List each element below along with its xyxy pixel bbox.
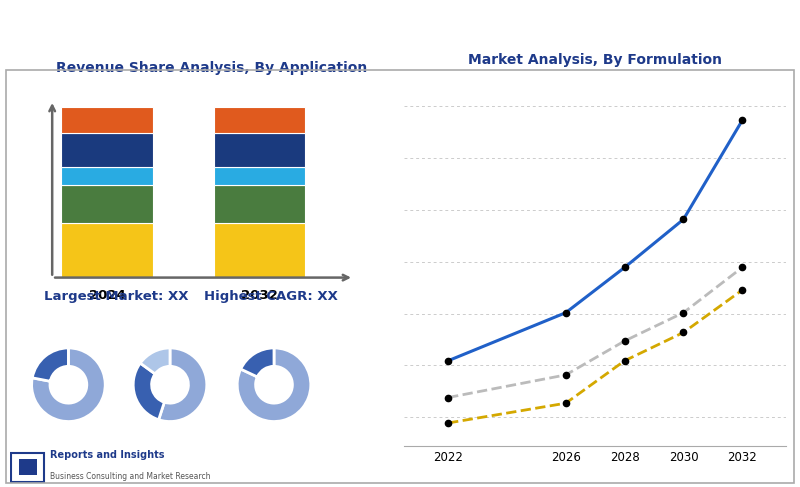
Bar	[62, 185, 153, 224]
Wedge shape	[238, 348, 310, 422]
Wedge shape	[32, 348, 105, 422]
Bar	[214, 185, 305, 224]
Text: GLOBAL ELECTRONIC GRADE HYDROGEN PEROXIDE MARKET SEGMENT ANALYSIS: GLOBAL ELECTRONIC GRADE HYDROGEN PEROXID…	[12, 25, 677, 40]
Bar	[62, 167, 153, 185]
Text: Revenue Share Analysis, By Application: Revenue Share Analysis, By Application	[56, 61, 367, 75]
FancyBboxPatch shape	[18, 459, 37, 475]
Bar	[62, 107, 153, 132]
Bar	[214, 167, 305, 185]
Text: Business Consulting and Market Research: Business Consulting and Market Research	[50, 472, 210, 481]
Wedge shape	[140, 348, 170, 374]
Text: Largest Market: XX: Largest Market: XX	[44, 290, 189, 303]
Bar	[214, 132, 305, 167]
Wedge shape	[134, 363, 164, 420]
Bar	[62, 132, 153, 167]
Bar	[214, 107, 305, 132]
Wedge shape	[32, 348, 69, 381]
Bar	[62, 224, 153, 278]
Title: Market Analysis, By Formulation: Market Analysis, By Formulation	[468, 53, 722, 67]
Wedge shape	[241, 348, 274, 377]
Text: Reports and Insights: Reports and Insights	[50, 450, 164, 460]
Bar	[214, 224, 305, 278]
Wedge shape	[158, 348, 206, 422]
Text: Highest CAGR: XX: Highest CAGR: XX	[204, 290, 338, 303]
